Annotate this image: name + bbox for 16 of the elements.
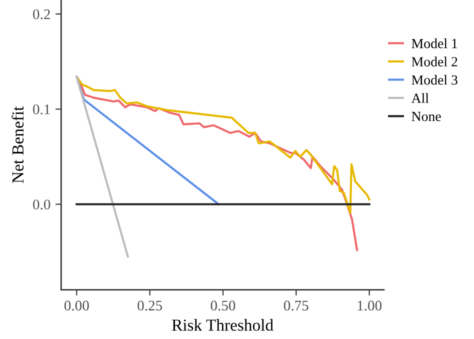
legend-label: Model 1 <box>412 38 458 48</box>
y-axis-title: Net Benefit <box>12 106 24 184</box>
x-tick-label: 0.50 <box>210 300 236 311</box>
x-tick-label: 0.75 <box>284 300 308 311</box>
legend-label: None <box>412 112 441 122</box>
y-tick-label: 0.0 <box>33 200 50 210</box>
line-series <box>76 76 370 214</box>
legend-label: Model 2 <box>412 56 458 66</box>
x-tick-label: 0.25 <box>138 300 162 311</box>
legend-label: Model 3 <box>412 74 458 85</box>
x-tick-label: 1.00 <box>358 300 382 311</box>
x-tick-label: 0.00 <box>64 300 89 311</box>
legend-label: All <box>411 93 429 103</box>
x-axis-title: Risk Threshold <box>172 319 274 331</box>
y-tick-label: 0.2 <box>33 9 50 20</box>
y-tick-label: 0.1 <box>33 104 50 114</box>
